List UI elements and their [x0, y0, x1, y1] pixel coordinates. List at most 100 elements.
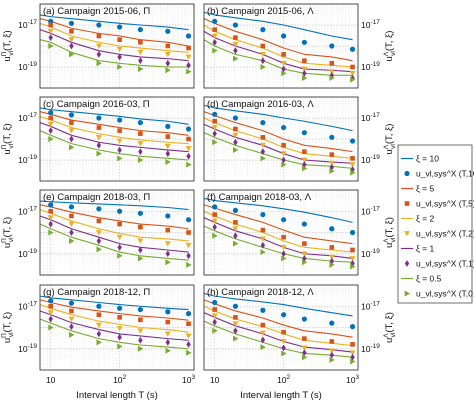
- plot-series: [204, 104, 356, 176]
- data-point-xi05: [281, 70, 287, 77]
- data-point-xi10: [117, 208, 123, 214]
- data-point-xi5: [302, 58, 307, 63]
- data-point-xi2: [95, 322, 102, 328]
- y-tick-label: 10-19: [361, 248, 380, 259]
- axes-frame: [39, 284, 195, 371]
- data-point-xi10: [349, 138, 356, 144]
- data-point-xi10: [281, 312, 287, 318]
- data-point-xi05: [329, 74, 335, 81]
- legend-label: u_vl,sys^X (T,0.5): [416, 289, 474, 299]
- data-point-xi10: [96, 22, 102, 28]
- data-point-xi10: [212, 18, 218, 24]
- data-point-xi05: [301, 354, 308, 361]
- data-point-xi2: [280, 244, 287, 251]
- data-point-xi5: [302, 241, 307, 246]
- y-axis-label-left: uΠvl(T, ξ): [1, 123, 15, 154]
- x-axis-label: Interval length T (s): [240, 390, 322, 401]
- data-point-xi10: [281, 33, 287, 39]
- data-point-xi05: [186, 68, 192, 75]
- data-point-xi1: [233, 47, 238, 55]
- data-point-xi5: [165, 227, 171, 233]
- y-tick-label: 10-17: [18, 19, 37, 30]
- data-point-xi10: [185, 217, 192, 223]
- data-point-xi5: [329, 152, 335, 157]
- data-point-xi10: [96, 115, 102, 121]
- y-axis-label-left: uΠvl(T, ξ): [1, 217, 15, 248]
- y-tick-label: 10-17: [361, 19, 380, 30]
- data-point-xi1: [96, 50, 102, 58]
- data-point-xi05: [329, 261, 335, 268]
- data-point-xi2: [137, 328, 144, 334]
- data-point-xi05: [260, 249, 266, 256]
- series-line-xi2: [204, 24, 353, 68]
- data-point-xi1: [329, 351, 334, 359]
- axes-frame: [203, 3, 359, 89]
- data-point-xi5: [212, 27, 217, 32]
- series-line-xi05: [204, 225, 353, 263]
- data-point-xi2: [232, 132, 239, 139]
- legend-entry: u_vl,sys^X (T,10): [404, 169, 474, 179]
- data-point-xi1: [48, 127, 53, 135]
- data-point-xi10: [329, 134, 335, 140]
- series-line-xi1: [40, 122, 189, 153]
- legend-box: [397, 144, 473, 304]
- y-tick-label: 10-19: [361, 154, 380, 165]
- series-line-xi5: [204, 204, 353, 245]
- data-point-xi10: [260, 27, 266, 33]
- data-point-xi5: [117, 315, 122, 320]
- series-line-xi2: [40, 209, 189, 242]
- data-point-xi10: [68, 112, 75, 118]
- data-point-xi05: [301, 259, 308, 266]
- x-tick-label: 102: [113, 374, 126, 385]
- data-point-xi2: [211, 218, 218, 224]
- panel-h: (h) Campaign 2018-12, Λ 10-17 10-19 10 102 10…: [203, 284, 380, 385]
- panel-title: (h) Campaign 2018-12, Λ: [207, 287, 314, 298]
- data-point-xi2: [280, 151, 287, 157]
- axes-frame: [39, 3, 195, 89]
- y-tick-label: 10-17: [18, 112, 37, 123]
- data-point-xi5: [138, 224, 143, 230]
- data-point-xi5: [69, 29, 74, 34]
- data-point-xi5: [302, 149, 307, 154]
- data-point-xi05: [48, 229, 54, 236]
- data-point-xi05: [69, 237, 75, 244]
- y-axis-label-right: uΛvl(T, ξ): [383, 312, 397, 343]
- data-point-xi10: [281, 217, 287, 223]
- data-point-xi10: [349, 46, 356, 52]
- series-line-xi05: [40, 223, 189, 261]
- data-point-xi10: [68, 204, 75, 210]
- data-point-xi2: [68, 316, 75, 322]
- data-point-xi1: [165, 59, 170, 67]
- data-point-xi5: [329, 245, 335, 250]
- data-point-xi1: [212, 38, 217, 46]
- data-point-xi5: [329, 339, 335, 344]
- data-point-xi05: [260, 64, 266, 70]
- data-point-xi10: [185, 33, 192, 39]
- legend-entry: ξ = 5: [401, 184, 434, 194]
- series-line-xi05: [40, 130, 189, 161]
- data-point-xi05: [165, 347, 171, 354]
- data-point-xi5: [350, 342, 355, 347]
- data-point-xi10: [165, 28, 171, 34]
- data-point-xi05: [233, 240, 239, 247]
- data-point-xi10: [117, 117, 123, 123]
- legend-marker-swatch: [404, 260, 410, 267]
- data-point-xi10: [212, 299, 218, 306]
- data-point-xi10: [137, 27, 143, 33]
- data-point-xi2: [95, 134, 102, 141]
- data-point-xi5: [233, 220, 238, 225]
- data-point-xi2: [185, 242, 192, 249]
- y-tick-label: 10-17: [18, 300, 37, 311]
- data-point-xi05: [48, 43, 54, 49]
- data-point-xi10: [232, 207, 239, 213]
- data-point-xi5: [350, 156, 355, 161]
- data-point-xi5: [69, 213, 74, 219]
- data-point-xi1: [281, 250, 286, 258]
- data-point-xi5: [165, 43, 171, 49]
- data-point-xi1: [96, 237, 102, 245]
- series-line-xi05: [204, 39, 353, 76]
- y-tick-label: 10-19: [18, 61, 37, 72]
- data-point-xi5: [281, 329, 286, 335]
- data-point-xi5: [48, 303, 53, 309]
